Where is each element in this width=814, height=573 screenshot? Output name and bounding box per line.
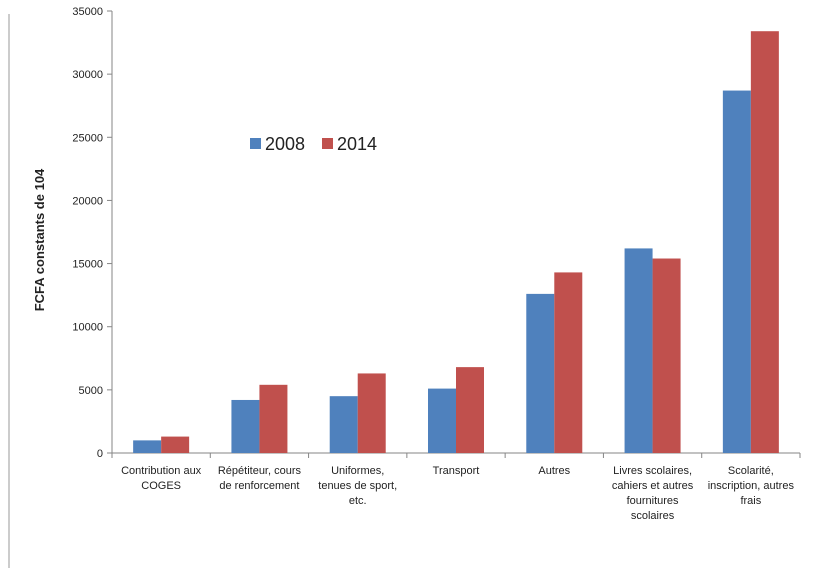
category-label-line: cahiers et autres [612, 480, 694, 492]
y-tick-label: 20000 [72, 195, 103, 207]
category-label-line: fournitures [627, 495, 679, 507]
legend-swatch-2008 [250, 138, 261, 149]
y-tick-label: 25000 [72, 132, 103, 144]
y-tick-label: 15000 [72, 259, 103, 271]
y-tick-label: 30000 [72, 69, 103, 81]
category-label-line: frais [740, 495, 761, 507]
category-label-line: inscription, autres [708, 480, 795, 492]
bar-2008 [133, 440, 162, 453]
y-tick-label: 35000 [72, 6, 103, 18]
bar-2014 [456, 367, 484, 453]
bar-2014 [750, 31, 779, 453]
category-label-line: Répétiteur, cours [218, 465, 302, 477]
category-label: Scolarité, inscription, autres frais [708, 465, 795, 507]
y-tick-label: 0 [97, 448, 103, 460]
category-label-line: scolaires [631, 510, 675, 522]
legend-label-2008: 2008 [265, 134, 305, 154]
category-label-line: Scolarité, [728, 465, 774, 477]
bar-2014 [259, 384, 288, 453]
category-label-line: tenues de sport, [318, 480, 397, 492]
plot-area: 0 5000 10000 15000 20000 25000 30000 35000 Contr… [72, 6, 801, 522]
y-axis-title: FCFA constants de 104 [32, 168, 47, 311]
category-label-line: COGES [141, 480, 181, 492]
y-axis-title-group: FCFA constants de 104 [32, 168, 47, 311]
category-label-line: Autres [538, 465, 570, 477]
bar-2014 [357, 373, 386, 453]
bar-2008 [624, 248, 653, 453]
bar-2014 [554, 272, 583, 453]
bar-2014 [652, 258, 681, 453]
category-label-line: de renforcement [219, 480, 299, 492]
bar-2008 [722, 90, 751, 453]
y-tick-label: 5000 [79, 385, 103, 397]
category-label-line: Livres scolaires, [613, 465, 692, 477]
bar-2008 [526, 293, 555, 453]
category-label: Contribution aux COGES [121, 465, 202, 492]
category-label-line: Transport [433, 465, 480, 477]
y-tick-label: 10000 [72, 322, 103, 334]
legend-label-2014: 2014 [337, 134, 377, 154]
bar-2008 [428, 388, 456, 453]
category-label: Répétiteur, cours de renforcement [218, 465, 302, 492]
category-label-line: etc. [349, 495, 367, 507]
category-label: Uniformes, tenues de sport, etc. [318, 465, 397, 507]
bar-2008 [329, 396, 358, 453]
legend-swatch-2014 [322, 138, 333, 149]
category-label-line: Uniformes, [331, 465, 384, 477]
category-label: Livres scolaires, cahiers et autres fourni… [612, 465, 694, 522]
bar-2014 [161, 436, 190, 453]
bar-2008 [231, 399, 260, 453]
category-label-line: Contribution aux [121, 465, 202, 477]
category-label: Transport [433, 465, 480, 477]
category-label: Autres [538, 465, 570, 477]
